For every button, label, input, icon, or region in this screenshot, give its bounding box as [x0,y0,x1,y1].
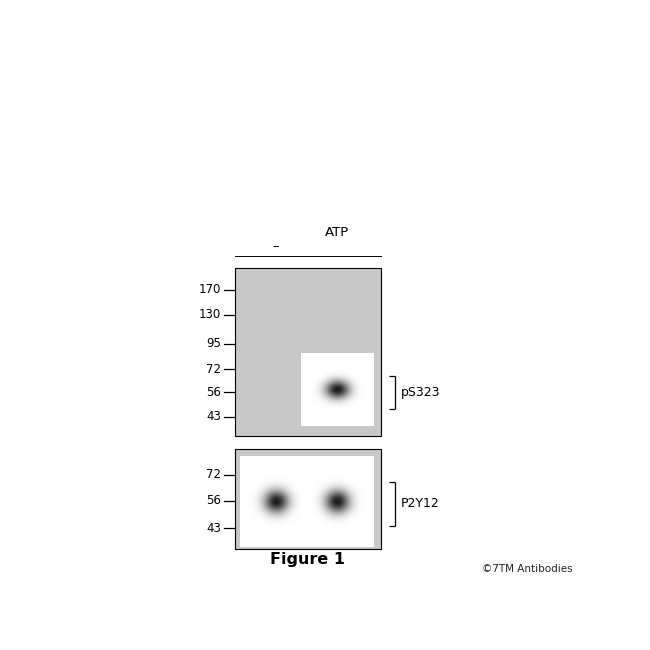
Text: 56: 56 [207,494,221,507]
Bar [235,268,381,436]
Text: Figure 1: Figure 1 [270,552,345,567]
Text: 170: 170 [199,283,221,296]
Text: 72: 72 [206,363,221,376]
Text: 56: 56 [207,386,221,399]
Text: 43: 43 [207,410,221,423]
Text: pS323: pS323 [401,385,441,398]
Text: –: – [272,240,279,253]
Text: ©7TM Antibodies: ©7TM Antibodies [482,564,573,575]
Text: 72: 72 [206,468,221,481]
Text: ATP: ATP [325,226,349,239]
Text: 130: 130 [199,308,221,321]
Text: P2Y12: P2Y12 [401,497,440,510]
Text: 43: 43 [207,522,221,535]
Bar [235,449,381,549]
Text: 95: 95 [207,337,221,350]
